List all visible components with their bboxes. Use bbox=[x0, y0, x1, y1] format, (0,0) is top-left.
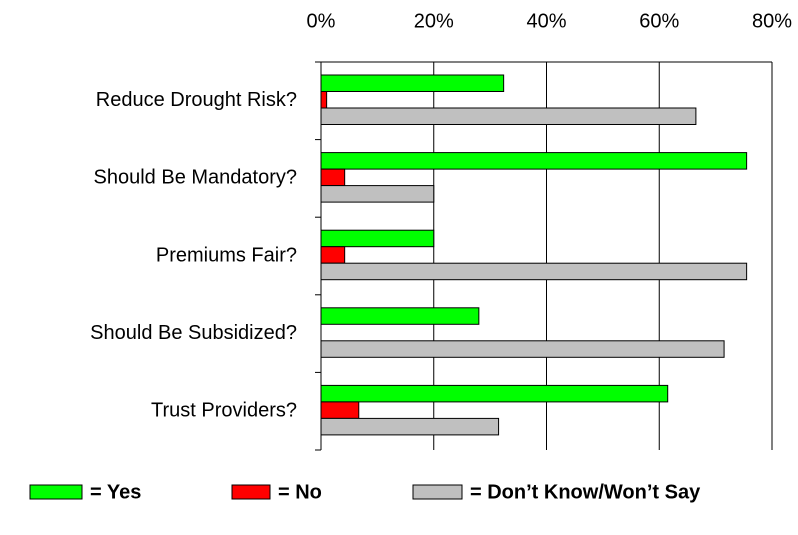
y-tick-label: Premiums Fair? bbox=[156, 244, 297, 266]
legend-swatch bbox=[412, 484, 463, 500]
legend-label: = No bbox=[278, 481, 322, 503]
bar bbox=[320, 262, 748, 281]
bar bbox=[320, 152, 748, 170]
x-tick-label: 20% bbox=[414, 10, 454, 32]
y-tick-label: Reduce Drought Risk? bbox=[96, 89, 297, 111]
legend-label: = Don’t Know/Won’t Say bbox=[470, 481, 701, 503]
bar bbox=[320, 185, 435, 203]
y-tick-label: Trust Providers? bbox=[151, 399, 297, 421]
legend-swatch bbox=[231, 484, 271, 500]
bar bbox=[320, 229, 435, 248]
bar bbox=[320, 91, 328, 109]
x-tick-label: 80% bbox=[752, 10, 792, 32]
bar bbox=[320, 340, 725, 358]
x-tick-label: 60% bbox=[639, 10, 679, 32]
x-tick-label: 0% bbox=[307, 10, 336, 32]
bar bbox=[320, 246, 346, 264]
bar bbox=[320, 384, 669, 403]
legend-swatch bbox=[29, 484, 83, 500]
y-tick-label: Should Be Subsidized? bbox=[90, 322, 297, 344]
y-tick-label: Should Be Mandatory? bbox=[94, 167, 297, 189]
bar bbox=[320, 417, 500, 436]
bar bbox=[320, 168, 346, 187]
bar bbox=[320, 307, 480, 325]
legend-label: = Yes bbox=[90, 481, 141, 503]
bar bbox=[320, 74, 505, 92]
bar bbox=[320, 401, 360, 419]
x-tick-label: 40% bbox=[526, 10, 566, 32]
bar bbox=[320, 107, 697, 125]
